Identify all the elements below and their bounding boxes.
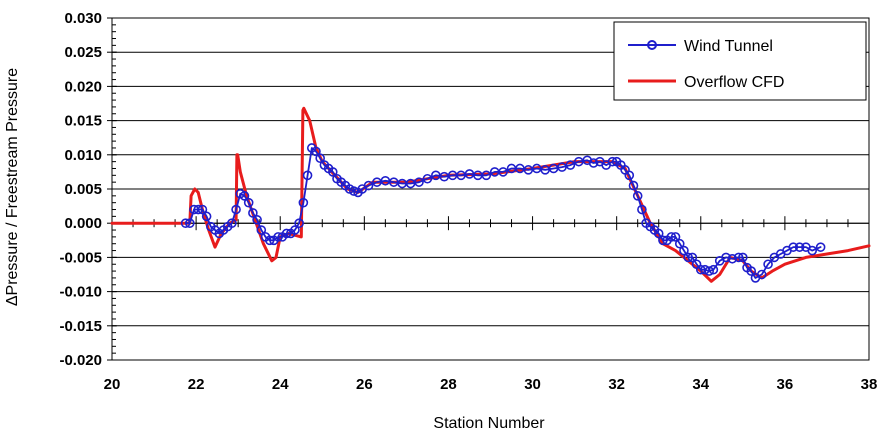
data-point-wind-tunnel xyxy=(588,158,599,168)
y-tick-label: -0.005 xyxy=(59,249,102,266)
data-point-wind-tunnel xyxy=(290,225,300,235)
data-point-wind-tunnel xyxy=(281,228,292,239)
data-point-wind-tunnel xyxy=(670,232,681,242)
data-point-wind-tunnel xyxy=(815,242,826,252)
y-tick-label: -0.015 xyxy=(59,318,102,335)
data-point-wind-tunnel xyxy=(679,245,689,256)
data-point-wind-tunnel xyxy=(302,170,313,181)
data-point-wind-tunnel xyxy=(708,264,719,275)
data-point-wind-tunnel xyxy=(481,170,492,181)
data-point-wind-tunnel xyxy=(721,252,731,263)
data-point-wind-tunnel xyxy=(674,238,685,249)
x-tick-label: 32 xyxy=(608,376,625,393)
data-point-wind-tunnel xyxy=(738,252,748,263)
data-point-wind-tunnel xyxy=(298,197,309,208)
data-point-wind-tunnel xyxy=(227,218,237,228)
legend: Wind Tunnel Overflow CFD xyxy=(613,21,867,101)
data-point-wind-tunnel xyxy=(180,218,191,228)
data-point-wind-tunnel xyxy=(687,252,698,263)
data-point-wind-tunnel xyxy=(763,259,773,270)
data-point-wind-tunnel xyxy=(185,218,195,228)
data-point-wind-tunnel xyxy=(414,177,424,187)
data-point-wind-tunnel xyxy=(624,170,635,181)
data-point-wind-tunnel xyxy=(294,218,304,228)
data-point-wind-tunnel xyxy=(256,225,267,235)
x-tick-label: 20 xyxy=(104,376,121,393)
series-group xyxy=(110,106,871,283)
data-point-wind-tunnel xyxy=(422,173,433,184)
x-tick-label: 30 xyxy=(524,376,541,393)
data-point-wind-tunnel xyxy=(197,204,208,215)
data-point-wind-tunnel xyxy=(248,208,258,218)
y-tick-label: 0.015 xyxy=(64,113,102,130)
x-tick-label: 36 xyxy=(777,376,794,393)
y-axis-title: ΔPressure / Freestream Pressure xyxy=(4,68,21,306)
axes xyxy=(107,17,870,361)
data-point-wind-tunnel xyxy=(315,153,325,164)
data-point-wind-tunnel xyxy=(498,167,508,177)
legend-marker-wind-tunnel xyxy=(647,40,657,50)
y-tick-label: -0.020 xyxy=(59,352,102,369)
y-tick-label: 0.000 xyxy=(64,215,102,232)
data-point-wind-tunnel xyxy=(349,186,359,196)
data-point-wind-tunnel xyxy=(666,232,677,242)
x-tick-label: 22 xyxy=(188,376,205,393)
data-point-wind-tunnel xyxy=(607,156,618,167)
data-point-wind-tunnel xyxy=(239,191,250,201)
y-tick-label: 0.025 xyxy=(64,44,102,61)
data-point-wind-tunnel xyxy=(727,253,738,264)
legend-label-wind-tunnel: Wind Tunnel xyxy=(684,38,773,55)
data-point-wind-tunnel xyxy=(756,269,767,280)
data-point-wind-tunnel xyxy=(704,266,714,276)
x-tick-label: 38 xyxy=(861,376,878,393)
data-point-wind-tunnel xyxy=(193,204,204,215)
data-point-wind-tunnel xyxy=(807,245,818,256)
data-point-wind-tunnel xyxy=(632,191,643,201)
data-point-wind-tunnel xyxy=(231,204,241,215)
data-point-wind-tunnel xyxy=(653,228,664,239)
data-point-wind-tunnel xyxy=(637,204,647,215)
data-point-wind-tunnel xyxy=(201,211,212,222)
data-point-wind-tunnel xyxy=(363,180,374,191)
data-point-wind-tunnel xyxy=(794,242,805,252)
y-tick-label: -0.010 xyxy=(59,284,102,301)
x-tick-label: 24 xyxy=(272,376,289,393)
legend-label-overflow-cfd: Overflow CFD xyxy=(684,74,784,91)
y-tick-label: 0.030 xyxy=(64,10,102,27)
tick-labels: 0.030 0.025 0.020 0.015 0.010 0.005 0.000 -0.00… xyxy=(59,10,877,393)
data-point-wind-tunnel xyxy=(311,146,321,157)
data-point-wind-tunnel xyxy=(733,252,744,263)
data-point-wind-tunnel xyxy=(565,160,576,170)
data-point-wind-tunnel xyxy=(683,252,693,263)
data-point-wind-tunnel xyxy=(628,180,639,191)
data-point-wind-tunnel xyxy=(746,266,757,276)
data-point-wind-tunnel xyxy=(243,197,254,208)
data-point-wind-tunnel xyxy=(658,235,668,246)
data-point-wind-tunnel xyxy=(557,162,567,172)
data-point-wind-tunnel xyxy=(327,167,338,177)
y-tick-label: 0.020 xyxy=(64,78,102,95)
x-tick-label: 34 xyxy=(692,376,709,393)
x-tick-label: 26 xyxy=(356,376,373,393)
x-tick-label: 28 xyxy=(440,376,457,393)
data-point-wind-tunnel xyxy=(788,242,799,252)
y-tick-label: 0.010 xyxy=(64,147,102,164)
data-point-wind-tunnel xyxy=(264,235,275,246)
data-point-wind-tunnel xyxy=(252,214,262,225)
y-tick-label: 0.005 xyxy=(64,181,102,198)
x-axis-title: Station Number xyxy=(433,415,545,432)
data-point-wind-tunnel xyxy=(273,232,283,242)
legend-box xyxy=(613,21,867,101)
